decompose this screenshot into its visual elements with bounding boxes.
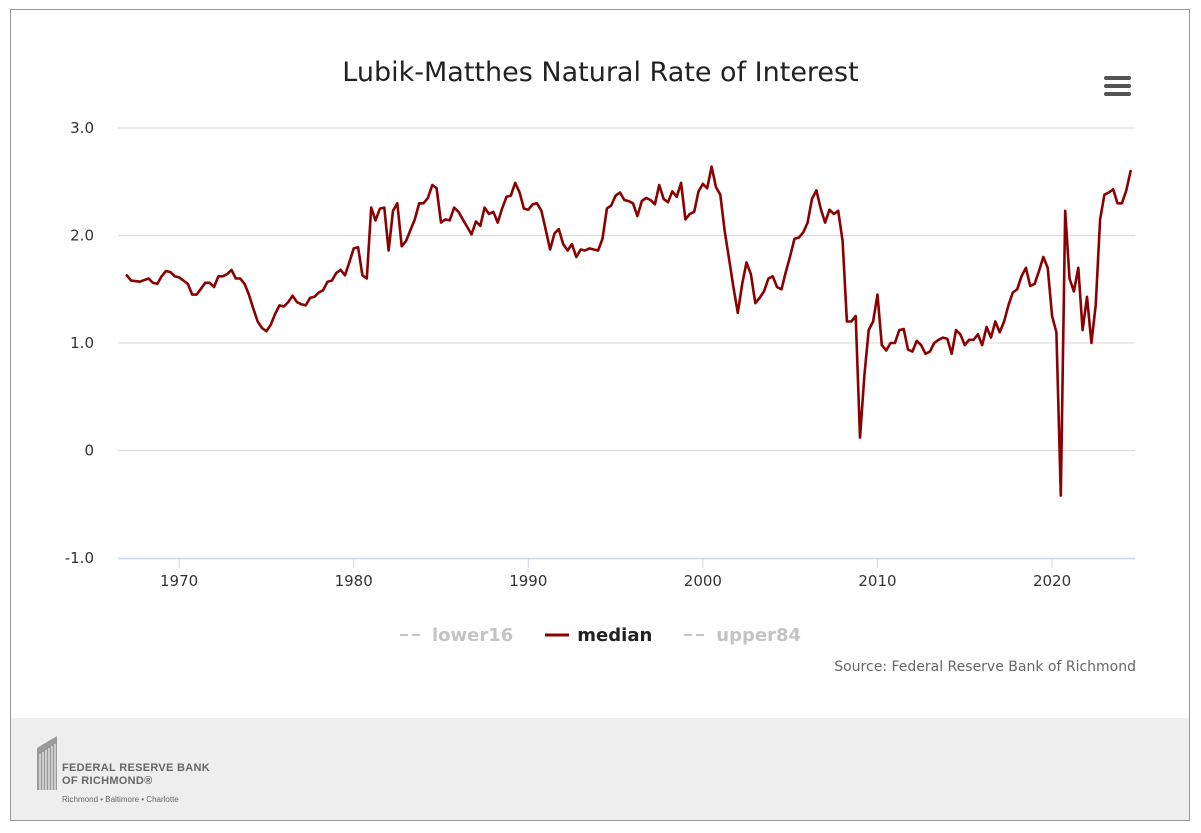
legend-label-median: median bbox=[577, 624, 653, 646]
y-tick-label: 1.0 bbox=[70, 334, 94, 352]
x-tick-label: 2000 bbox=[684, 572, 722, 590]
y-tick-label: 2.0 bbox=[70, 227, 94, 245]
x-tick-label: 1970 bbox=[160, 572, 198, 590]
bank-name-line1: FEDERAL RESERVE BANK bbox=[62, 762, 211, 774]
series-line-median bbox=[125, 165, 1132, 497]
legend-item-median[interactable]: median bbox=[545, 622, 652, 648]
x-tick-label: 2010 bbox=[858, 572, 896, 590]
fed-richmond-logo-icon bbox=[37, 736, 57, 790]
legend-label-upper84: upper84 bbox=[716, 624, 801, 646]
legend-label-lower16: lower16 bbox=[431, 624, 514, 646]
y-tick-label: 3.0 bbox=[70, 119, 94, 137]
legend-dash-icon bbox=[399, 634, 424, 636]
x-tick-label: 2020 bbox=[1033, 572, 1071, 590]
chart-menu-button[interactable] bbox=[1101, 72, 1135, 100]
footer: FEDERAL RESERVE BANK OF RICHMOND® Richmo… bbox=[11, 718, 1189, 820]
bank-name: FEDERAL RESERVE BANK OF RICHMOND® bbox=[62, 762, 210, 788]
legend-item-lower16[interactable]: lower16 bbox=[399, 622, 514, 648]
legend-item-upper84[interactable]: upper84 bbox=[684, 622, 801, 648]
hamburger-icon-bar bbox=[1104, 84, 1131, 88]
source-credit[interactable]: Source: Federal Reserve Bank of Richmond bbox=[834, 659, 1136, 675]
legend-line-icon bbox=[545, 633, 570, 637]
y-tick-label: -1.0 bbox=[65, 549, 94, 567]
legend-dash-icon bbox=[684, 634, 709, 636]
chart-container bbox=[10, 9, 1190, 821]
bank-locations: Richmond • Baltimore • Charlotte bbox=[62, 795, 179, 804]
x-tick-label: 1980 bbox=[335, 572, 373, 590]
hamburger-icon-bar bbox=[1104, 92, 1131, 96]
bank-name-line2: OF RICHMOND® bbox=[62, 775, 153, 787]
legend: lower16 median upper84 bbox=[0, 622, 1201, 648]
hamburger-icon bbox=[1104, 76, 1131, 80]
y-tick-label: 0 bbox=[84, 442, 94, 460]
x-tick-label: 1990 bbox=[509, 572, 547, 590]
chart-title: Lubik-Matthes Natural Rate of Interest bbox=[342, 57, 859, 88]
